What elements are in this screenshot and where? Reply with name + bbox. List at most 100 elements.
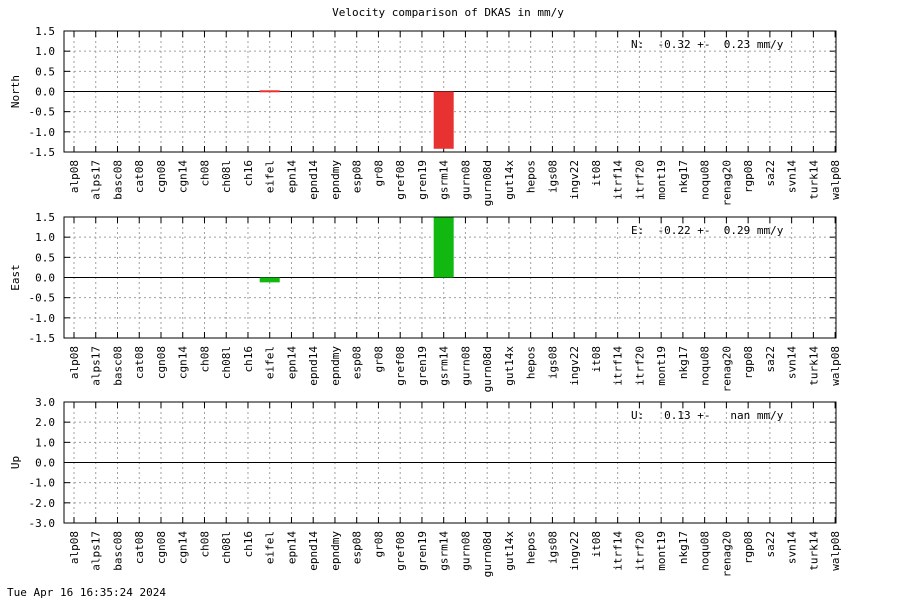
bar-gsrm14-east [433,217,454,278]
x-tick-label: walp08 [829,531,842,571]
x-tick-label: mont19 [655,346,668,386]
x-tick-label: it08 [590,346,603,373]
x-tick-label: alp08 [68,531,81,564]
x-tick-label: hepos [525,531,538,564]
y-tick-label: -1.0 [29,126,56,139]
x-tick-label: gurn08d [481,160,494,206]
x-tick-label: epn14 [285,531,298,564]
x-tick-label: ch08l [220,531,233,564]
y-tick-label: 1.5 [35,25,55,38]
y-axis-label: East [9,264,22,291]
x-tick-label: renag20 [720,160,733,206]
y-tick-label: 1.0 [35,231,55,244]
y-tick-label: -1.0 [29,312,56,325]
x-tick-label: itrf20 [633,531,646,571]
x-tick-label: gurn08 [459,531,472,571]
x-tick-label: noqu08 [699,160,712,200]
x-tick-label: ch16 [242,346,255,373]
x-tick-label: alp08 [68,346,81,379]
x-tick-label: eifel [264,531,277,564]
x-tick-label: noqu08 [699,346,712,386]
y-tick-label: -0.5 [29,106,56,119]
x-tick-label: alps17 [90,160,103,200]
chart-title: Velocity comparison of DKAS in mm/y [332,6,564,19]
x-tick-label: gurn08 [459,346,472,386]
x-tick-label: turk14 [807,160,820,200]
x-tick-label: cgn08 [155,346,168,379]
x-tick-label: nkg17 [677,531,690,564]
y-tick-label: 1.0 [35,436,55,449]
x-tick-label: gr08 [372,160,385,187]
x-tick-label: rgp08 [742,531,755,564]
x-tick-label: hepos [525,160,538,193]
x-tick-label: renag20 [720,346,733,392]
x-tick-label: igs08 [546,346,559,379]
x-tick-label: gref08 [394,531,407,571]
timestamp-footer: Tue Apr 16 16:35:24 2024 [7,586,166,599]
y-tick-label: 0.0 [35,272,55,285]
x-tick-label: ingv22 [568,346,581,386]
bar-eifel-east [259,277,280,283]
x-tick-label: svn14 [786,531,799,564]
y-tick-label: 0.0 [35,457,55,470]
x-tick-label: epnd14 [307,346,320,386]
x-tick-label: gurn08 [459,160,472,200]
y-tick-label: -1.0 [29,477,56,490]
x-tick-label: ingv22 [568,531,581,571]
x-tick-label: nkg17 [677,346,690,379]
x-tick-label: epnd14 [307,160,320,200]
x-tick-label: cgn14 [177,346,190,379]
x-tick-label: epn14 [285,160,298,193]
velocity-annotation: E: -0.22 +- 0.29 mm/y [631,224,784,237]
x-tick-label: gsrm14 [438,346,451,386]
x-tick-label: eifel [264,346,277,379]
x-tick-label: cat08 [133,531,146,564]
x-tick-label: ingv22 [568,160,581,200]
x-tick-label: it08 [590,531,603,558]
y-tick-label: 3.0 [35,396,55,409]
x-tick-label: gurn08d [481,346,494,392]
x-tick-label: cgn08 [155,160,168,193]
x-tick-label: mont19 [655,531,668,571]
x-tick-label: sa22 [764,346,777,373]
x-tick-label: gref08 [394,160,407,200]
x-tick-label: igs08 [546,160,559,193]
x-tick-label: gut14x [503,346,516,386]
x-tick-label: it08 [590,160,603,187]
x-tick-label: hepos [525,346,538,379]
x-tick-label: sa22 [764,160,777,187]
y-tick-label: 2.0 [35,416,55,429]
x-tick-label: cgn14 [177,160,190,193]
y-axis-label: Up [9,456,22,469]
x-tick-label: ch08 [198,346,211,373]
x-tick-label: gren19 [416,531,429,571]
x-tick-label: epndmy [329,346,342,386]
x-tick-label: gren19 [416,346,429,386]
x-tick-label: rgp08 [742,160,755,193]
x-tick-label: renag20 [720,531,733,577]
y-tick-label: -3.0 [29,517,56,530]
x-tick-label: ch08 [198,531,211,558]
x-tick-label: esp08 [351,160,364,193]
x-tick-label: itrf20 [633,160,646,200]
x-tick-label: ch16 [242,160,255,187]
y-tick-label: -2.0 [29,497,56,510]
x-tick-label: epnd14 [307,531,320,571]
x-tick-label: epn14 [285,346,298,379]
x-tick-label: gut14x [503,531,516,571]
x-tick-label: rgp08 [742,346,755,379]
x-tick-label: nkg17 [677,160,690,193]
x-tick-label: esp08 [351,346,364,379]
x-tick-label: cgn14 [177,531,190,564]
x-tick-label: itrf20 [633,346,646,386]
x-tick-label: gref08 [394,346,407,386]
plot-frame [63,401,837,524]
x-tick-label: mont19 [655,160,668,200]
velocity-annotation: U: 0.13 +- nan mm/y [631,409,784,422]
x-tick-label: turk14 [807,531,820,571]
x-tick-label: esp08 [351,531,364,564]
panel-up: -3.0 -2.0 -1.0 0.0 1.0 2.0 3.0 alp08 alps17 basc0… [9,396,842,577]
chart-panels: -1.5 -1.0 -0.5 0.0 0.5 1.0 1.5 alp08 alps17 basc0… [9,25,842,577]
x-tick-label: ch08l [220,160,233,193]
